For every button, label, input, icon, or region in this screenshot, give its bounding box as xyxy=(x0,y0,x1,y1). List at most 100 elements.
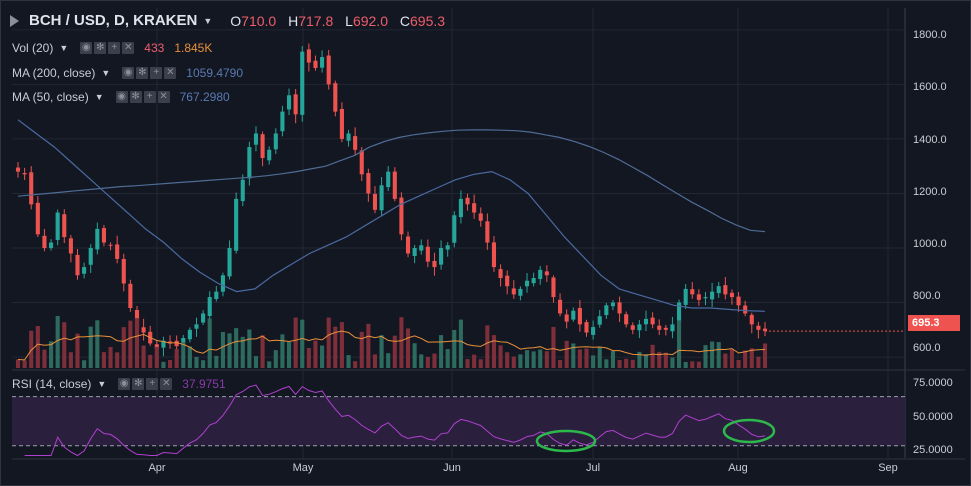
y-tick-label: 1200.0 xyxy=(913,186,947,198)
candle-body xyxy=(432,260,437,268)
plus-icon[interactable]: + xyxy=(150,67,163,79)
volume-bar xyxy=(306,348,311,368)
candle-body xyxy=(630,325,635,330)
eye-icon[interactable]: ◉ xyxy=(118,378,131,390)
candle-body xyxy=(564,314,569,322)
candle-body xyxy=(610,302,616,307)
open-label: O xyxy=(230,12,242,29)
ma200-legend[interactable]: MA (200, close) ▼ ◉ ✻ + ✕ 1059.4790 xyxy=(12,66,243,80)
candle-body xyxy=(227,248,232,277)
candle-body xyxy=(359,150,364,175)
volume-bar xyxy=(683,361,688,368)
candle-body xyxy=(478,213,483,221)
volume-bar xyxy=(247,329,252,368)
vol-dropdown-icon[interactable]: ▼ xyxy=(59,43,69,53)
volume-bar xyxy=(762,343,768,368)
volume-bar xyxy=(551,326,556,368)
symbol-dropdown-icon[interactable]: ▼ xyxy=(203,15,213,26)
eye-icon[interactable]: ◉ xyxy=(115,91,128,103)
volume-bar xyxy=(253,356,259,368)
close-icon[interactable]: ✕ xyxy=(122,42,135,54)
high-value: 717.8 xyxy=(298,12,334,29)
candle-body xyxy=(445,245,450,250)
candle-body xyxy=(366,173,371,194)
volume-bar xyxy=(690,361,695,368)
vol-value-2: 1.845K xyxy=(174,41,213,55)
candle-body xyxy=(29,172,34,205)
candle-body xyxy=(273,133,278,150)
gear-icon[interactable]: ✻ xyxy=(136,67,149,79)
candle-body xyxy=(339,108,344,139)
candle-body xyxy=(458,198,463,218)
volume-bar xyxy=(372,354,378,368)
candle-body xyxy=(524,280,530,287)
candle-body xyxy=(82,267,87,274)
plus-icon[interactable]: + xyxy=(143,91,156,103)
candle-body xyxy=(234,198,239,251)
volume-bar xyxy=(524,350,530,368)
rsi-tick-label: 75.0000 xyxy=(913,377,953,389)
volume-bar xyxy=(227,333,232,368)
candle-body xyxy=(749,314,754,325)
gear-icon[interactable]: ✻ xyxy=(129,91,142,103)
vol-label[interactable]: Vol (20) xyxy=(12,41,54,55)
candle-body xyxy=(260,134,265,158)
rsi-label[interactable]: RSI (14, close) xyxy=(12,377,92,391)
ma200-dropdown-icon[interactable]: ▼ xyxy=(101,68,111,78)
candle-body xyxy=(491,242,497,268)
ma50-dropdown-icon[interactable]: ▼ xyxy=(94,92,104,102)
volume-bar xyxy=(610,351,616,368)
candle-body xyxy=(465,197,470,205)
rsi-value: 37.9751 xyxy=(182,377,226,391)
volume-bar xyxy=(141,345,146,368)
candle-body xyxy=(425,246,430,262)
candle-body xyxy=(518,288,523,296)
gear-icon[interactable]: ✻ xyxy=(132,378,145,390)
eye-icon[interactable]: ◉ xyxy=(80,42,93,54)
close-icon[interactable]: ✕ xyxy=(164,67,177,79)
candle-body xyxy=(558,299,563,314)
plus-icon[interactable]: + xyxy=(108,42,121,54)
candle-body xyxy=(498,269,503,278)
volume-bar xyxy=(736,359,741,368)
y-tick-label: 600.0 xyxy=(913,342,941,354)
ma50-label[interactable]: MA (50, close) xyxy=(12,90,89,104)
volume-bar xyxy=(749,348,754,368)
candle-body xyxy=(121,258,126,284)
symbol-legend[interactable]: BCH / USD, D, KRAKEN ▼ O710.0 H717.8 L69… xyxy=(10,12,445,29)
last-price-tag: 695.3 xyxy=(908,315,960,331)
close-icon[interactable]: ✕ xyxy=(157,91,170,103)
rsi-legend[interactable]: RSI (14, close) ▼ ◉ ✻ + ✕ 37.9751 xyxy=(12,377,226,391)
volume-bar xyxy=(75,333,80,368)
close-label: C xyxy=(399,12,411,29)
candle-body xyxy=(511,288,516,295)
rsi-dropdown-icon[interactable]: ▼ xyxy=(97,379,107,389)
eye-icon[interactable]: ◉ xyxy=(122,67,135,79)
ma50-legend[interactable]: MA (50, close) ▼ ◉ ✻ + ✕ 767.2980 xyxy=(12,90,230,104)
candle-body xyxy=(729,292,734,298)
volume-bar xyxy=(564,340,569,368)
volume-bar xyxy=(42,349,47,368)
gear-icon[interactable]: ✻ xyxy=(94,42,107,54)
candle-body xyxy=(736,296,741,306)
candle-body xyxy=(320,57,325,68)
symbol-title[interactable]: BCH / USD, D, KRAKEN xyxy=(29,12,198,29)
candle-body xyxy=(161,340,166,348)
plus-icon[interactable]: + xyxy=(146,378,159,390)
close-icon[interactable]: ✕ xyxy=(160,378,173,390)
candle-body xyxy=(710,291,715,300)
volume-bar xyxy=(15,359,21,368)
candle-body xyxy=(762,328,768,332)
vol-legend[interactable]: Vol (20) ▼ ◉ ✻ + ✕ 433 1.845K xyxy=(12,41,212,55)
volume-bar xyxy=(293,317,298,368)
volume-bar xyxy=(220,331,225,368)
volume-bar xyxy=(405,328,411,368)
candle-body xyxy=(392,171,397,199)
ma200-line xyxy=(17,129,766,233)
volume-bar xyxy=(597,347,602,368)
ma200-value: 1059.4790 xyxy=(186,66,244,80)
ma200-label[interactable]: MA (200, close) xyxy=(12,66,96,80)
volume-ma-line xyxy=(17,330,766,361)
candle-body xyxy=(22,173,27,175)
